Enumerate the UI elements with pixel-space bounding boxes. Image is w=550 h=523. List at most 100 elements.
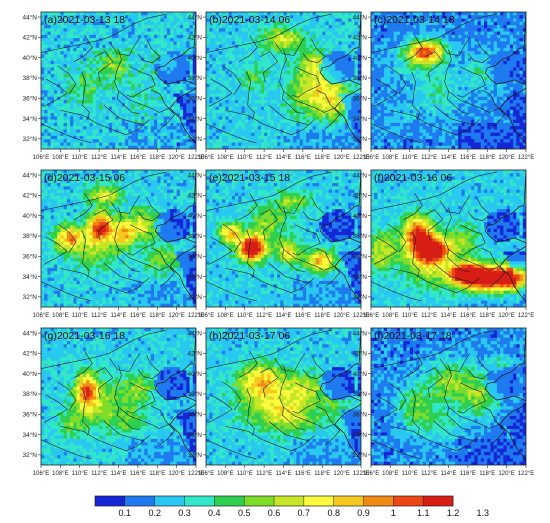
- field-cell: [53, 80, 58, 85]
- field-cell: [235, 132, 239, 137]
- field-cell: [238, 109, 243, 114]
- field-cell: [289, 67, 294, 72]
- field-cell: [57, 41, 61, 46]
- field-cell: [487, 41, 491, 46]
- field-cell: [131, 25, 136, 29]
- field-cell: [277, 60, 281, 65]
- field-cell: [319, 87, 323, 91]
- field-cell: [277, 15, 281, 20]
- field-cell: [454, 41, 459, 46]
- field-cell: [270, 139, 275, 143]
- field-cell: [124, 64, 129, 68]
- field-cell: [228, 60, 233, 65]
- field-cell: [112, 12, 116, 16]
- field-cell: [247, 44, 252, 49]
- field-cell: [519, 41, 524, 46]
- field-cell: [60, 109, 65, 114]
- field-cell: [50, 135, 55, 140]
- field-cell: [166, 145, 171, 149]
- field-cell: [412, 60, 417, 65]
- field-cell: [215, 93, 220, 98]
- field-cell: [374, 60, 378, 65]
- field-cell: [260, 145, 265, 149]
- field-cell: [128, 96, 132, 101]
- field-cell: [63, 135, 68, 140]
- field-cell: [118, 34, 123, 39]
- field-cell: [293, 67, 297, 72]
- field-cell: [251, 28, 255, 33]
- field-cell: [57, 18, 61, 23]
- field-cell: [76, 93, 81, 98]
- field-cell: [464, 15, 469, 20]
- field-cell: [131, 77, 136, 81]
- field-cell: [235, 77, 239, 81]
- field-cell: [454, 21, 459, 26]
- field-cell: [137, 44, 142, 49]
- field-cell: [490, 21, 495, 26]
- field-cell: [319, 54, 323, 59]
- field-cell: [296, 116, 301, 121]
- field-cell: [160, 25, 165, 29]
- field-cell: [225, 41, 230, 46]
- field-cell: [231, 73, 236, 78]
- field-cell: [400, 31, 404, 36]
- field-cell: [267, 90, 272, 95]
- field-cell: [79, 57, 84, 62]
- field-cell: [41, 21, 45, 26]
- field-cell: [154, 113, 158, 117]
- field-cell: [425, 12, 430, 16]
- field-cell: [179, 15, 184, 20]
- field-cell: [396, 31, 401, 36]
- field-cell: [286, 135, 291, 140]
- field-cell: [50, 90, 55, 95]
- field-cell: [170, 132, 174, 137]
- field-cell: [244, 109, 249, 114]
- field-cell: [322, 113, 326, 117]
- field-cell: [338, 21, 343, 26]
- field-cell: [147, 12, 152, 16]
- field-cell: [66, 57, 71, 62]
- field-cell: [280, 41, 284, 46]
- field-cell: [60, 93, 65, 98]
- field-cell: [247, 28, 252, 33]
- field-cell: [206, 139, 210, 143]
- field-cell: [322, 129, 326, 134]
- field-cell: [66, 70, 71, 75]
- field-cell: [160, 122, 165, 127]
- field-cell: [189, 90, 194, 95]
- field-cell: [173, 77, 178, 81]
- field-cell: [47, 25, 52, 29]
- field-cell: [131, 100, 136, 104]
- field-cell: [134, 18, 139, 23]
- field-cell: [260, 106, 265, 111]
- field-cell: [267, 34, 272, 39]
- field-cell: [95, 103, 100, 108]
- field-cell: [50, 21, 55, 26]
- field-cell: [280, 135, 284, 140]
- field-cell: [225, 21, 230, 26]
- field-cell: [131, 64, 136, 68]
- field-cell: [176, 18, 181, 23]
- field-cell: [380, 47, 385, 52]
- field-cell: [270, 96, 275, 101]
- field-cell: [322, 83, 326, 88]
- field-cell: [163, 38, 168, 42]
- field-cell: [471, 54, 475, 59]
- field-cell: [189, 100, 194, 104]
- field-cell: [115, 54, 119, 59]
- province-border: [302, 39, 326, 63]
- field-cell: [513, 25, 517, 29]
- field-cell: [118, 15, 123, 20]
- field-cell: [296, 119, 301, 124]
- field-cell: [315, 21, 320, 26]
- lat-label: 34°N: [187, 115, 202, 123]
- field-cell: [147, 83, 152, 88]
- field-cell: [102, 57, 107, 62]
- field-cell: [464, 25, 469, 29]
- field-cell: [228, 126, 233, 130]
- field-cell: [306, 67, 310, 72]
- field-cell: [273, 93, 278, 98]
- field-cell: [409, 25, 414, 29]
- field-cell: [102, 142, 107, 147]
- field-cell: [480, 12, 485, 16]
